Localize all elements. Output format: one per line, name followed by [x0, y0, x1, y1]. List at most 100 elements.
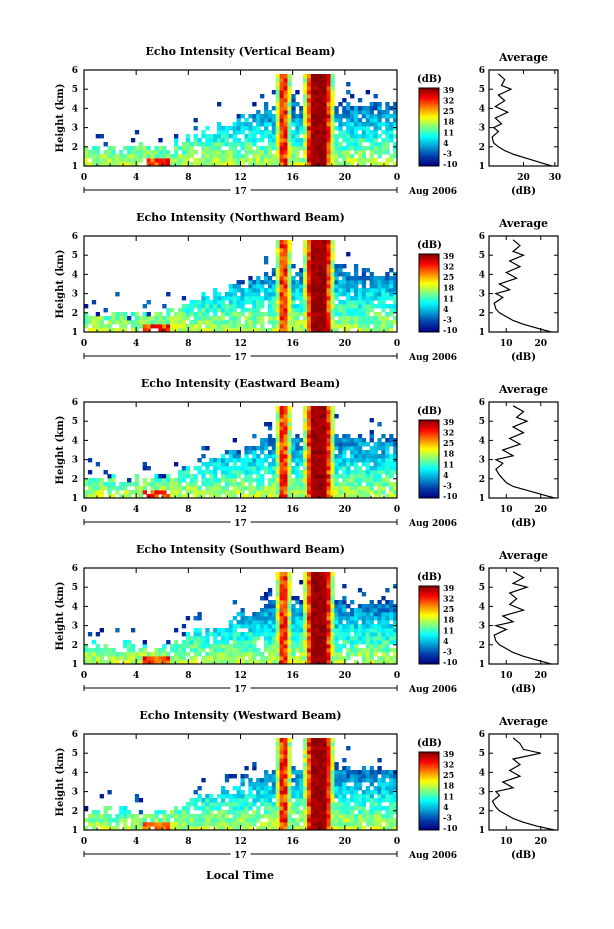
heatmap-cell	[99, 328, 104, 333]
heatmap-cell	[381, 604, 386, 609]
heatmap-cell	[303, 158, 308, 163]
heatmap-cell	[350, 616, 355, 621]
heatmap-cell	[381, 632, 386, 637]
heatmap-cell	[275, 746, 281, 751]
heatmap-cell	[381, 276, 386, 281]
heatmap-cell	[267, 296, 273, 301]
day-bar-gap	[230, 351, 251, 361]
heatmap-cell	[252, 810, 257, 815]
heatmap-cell	[217, 462, 222, 467]
heatmap-cell	[213, 652, 218, 657]
heatmap-cell	[385, 438, 390, 443]
colorbar-swatch	[419, 324, 439, 327]
heatmap-cell	[220, 794, 226, 799]
heatmap-cell	[107, 648, 112, 653]
average-profile-line	[491, 73, 552, 167]
colorbar-frame	[418, 253, 440, 333]
heatmap-cell	[314, 482, 320, 487]
heatmap-cell	[279, 296, 284, 301]
heatmap-cell	[361, 114, 367, 119]
heatmap-cell	[166, 324, 171, 329]
heatmap-cell	[240, 648, 245, 653]
heatmap-cell	[322, 798, 327, 803]
heatmap-cell	[357, 624, 363, 629]
heatmap-cell	[369, 458, 374, 463]
heatmap-cell	[330, 806, 335, 811]
heatmap-cell	[322, 806, 327, 811]
heatmap-cell	[267, 604, 273, 609]
heatmap-cell	[361, 284, 367, 289]
heatmap-cell	[322, 406, 327, 411]
heatmap-cell	[248, 146, 253, 151]
y-tick-label: 1	[72, 162, 78, 172]
heatmap-cell	[353, 660, 359, 665]
colorbar-swatch	[419, 644, 439, 647]
heatmap-cell	[99, 482, 104, 487]
colorbar-swatch	[419, 591, 439, 595]
heatmap-cell	[275, 146, 281, 151]
heatmap-cell	[228, 802, 234, 807]
heatmap-cell	[84, 146, 89, 151]
heatmap-cell	[373, 320, 378, 325]
heatmap-cell	[357, 458, 363, 463]
heatmap-cell	[314, 304, 320, 309]
heatmap-cell	[275, 86, 281, 91]
heatmap-cell	[291, 316, 296, 321]
heatmap-cell	[346, 818, 351, 823]
heatmap-cell	[318, 584, 324, 589]
heatmap-cell	[322, 604, 327, 609]
heatmap-cell	[342, 114, 347, 119]
heatmap-cell	[244, 300, 249, 305]
heatmap-cell	[275, 454, 281, 459]
heatmap-cell	[295, 462, 300, 467]
heatmap-cell	[322, 490, 327, 495]
heatmap-cell	[330, 462, 335, 467]
heatmap-cell	[346, 652, 351, 657]
heatmap-cell	[334, 628, 339, 633]
heatmap-cell	[287, 280, 292, 285]
heatmap-cell	[205, 446, 210, 451]
heatmap-cell	[377, 798, 382, 803]
heatmap-cell	[307, 474, 312, 479]
heatmap-cell	[224, 150, 230, 155]
colorbar-swatch	[419, 652, 439, 655]
heatmap-cell	[353, 446, 359, 451]
heatmap-cell	[244, 470, 249, 475]
heatmap-cell	[326, 806, 331, 811]
heatmap-cell	[350, 284, 355, 289]
heatmap-cell	[240, 778, 245, 783]
heatmap-cell	[228, 158, 234, 163]
heatmap-cell	[303, 320, 308, 325]
heatmap-cell	[326, 572, 331, 577]
y-tick-label: 3	[72, 124, 78, 134]
heatmap-cell	[338, 324, 343, 329]
heatmap-cell	[256, 114, 261, 119]
heatmap-cell	[256, 810, 261, 815]
heatmap-cell	[393, 482, 398, 487]
heatmap-cell	[213, 316, 218, 321]
heatmap-cell	[310, 766, 316, 771]
heatmap-cell	[334, 264, 339, 269]
heatmap-cell	[279, 304, 284, 309]
heatmap-cell	[209, 146, 214, 151]
heatmap-cell	[299, 802, 304, 807]
heatmap-cell	[170, 490, 175, 495]
heatmap-cell	[326, 466, 331, 471]
heatmap-cell	[326, 256, 331, 261]
heatmap-cell	[134, 494, 140, 499]
heatmap-cell	[365, 450, 371, 455]
x-tick-label: 4	[133, 173, 139, 183]
heatmap-cell	[369, 106, 374, 111]
heatmap-cell	[232, 328, 237, 333]
heatmap-cell	[373, 142, 378, 147]
heatmap-cell	[373, 162, 378, 167]
heatmap-cell	[393, 652, 398, 657]
heatmap-cell	[322, 774, 327, 779]
heatmap-cell	[209, 162, 214, 167]
heatmap-cell	[205, 818, 210, 823]
heatmap-cell	[291, 328, 296, 333]
colorbar-swatch	[419, 429, 439, 433]
heatmap-cell	[373, 458, 378, 463]
heatmap-cell	[189, 636, 194, 641]
heatmap-cell	[310, 454, 316, 459]
